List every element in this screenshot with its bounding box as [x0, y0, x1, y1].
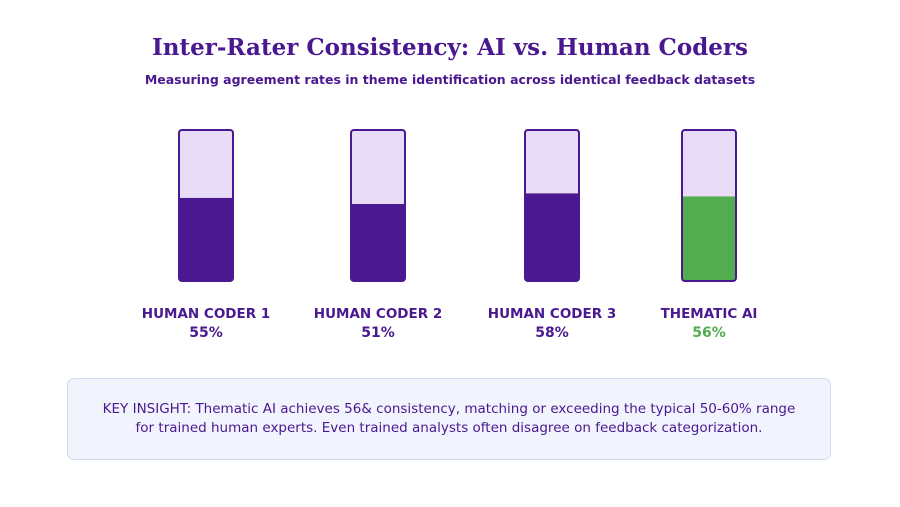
- key-insight-text: KEY INSIGHT: Thematic AI achieves 56& co…: [102, 401, 796, 436]
- consistency-bar-chart: HUMAN CODER 1 55% HUMAN CODER 2 51% HUMAN CO…: [142, 129, 758, 341]
- category-label-1: HUMAN CODER 1: [142, 306, 270, 322]
- bar-fill-2: [351, 203, 405, 281]
- key-insight-box: KEY INSIGHT: Thematic AI achieves 56& co…: [67, 378, 831, 460]
- bar-outline-3: [524, 129, 580, 282]
- bar-fill-3: [525, 193, 579, 281]
- bar-fill-4: [682, 196, 736, 281]
- bar-outline-1: [178, 129, 234, 282]
- value-label-2: 51%: [361, 325, 395, 341]
- category-label-4: THEMATIC AI: [661, 306, 758, 322]
- bar-outline-4: [681, 129, 737, 282]
- bar-outline-2: [350, 129, 406, 282]
- value-label-4: 56%: [692, 325, 726, 341]
- value-label-1: 55%: [189, 325, 223, 341]
- value-label-3: 58%: [535, 325, 569, 341]
- category-label-3: HUMAN CODER 3: [488, 306, 616, 322]
- bar-fill-1: [179, 197, 233, 281]
- chart-title: Inter-Rater Consistency: AI vs. Human Co…: [152, 34, 748, 61]
- category-label-2: HUMAN CODER 2: [314, 306, 442, 322]
- chart-subtitle: Measuring agreement rates in theme ident…: [144, 72, 756, 87]
